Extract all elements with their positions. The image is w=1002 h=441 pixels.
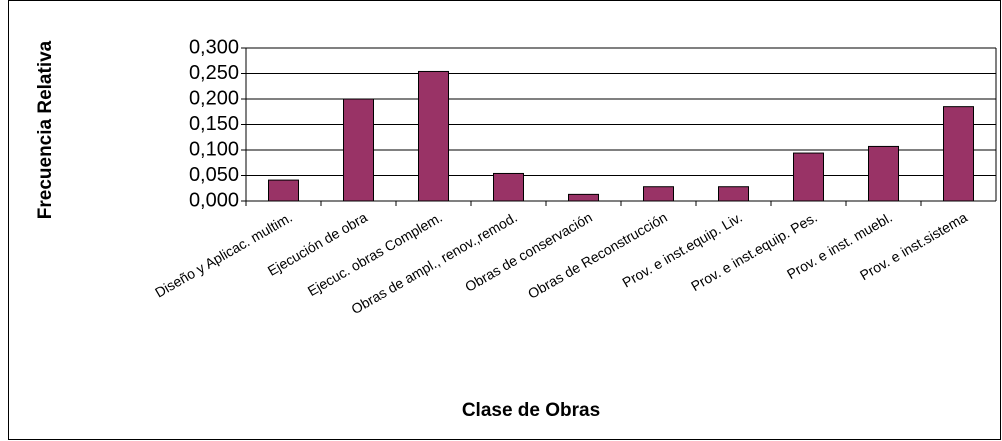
y-tick-label: 0,100 (189, 138, 239, 160)
bar (418, 70, 449, 202)
y-axis-title: Frecuencia Relativa (35, 40, 56, 219)
bar (568, 193, 599, 202)
x-axis-title: Clase de Obras (462, 400, 600, 421)
y-tick-label: 0,200 (189, 87, 239, 109)
y-tick-label: 0,250 (189, 62, 239, 84)
bar (868, 145, 899, 202)
bar (718, 186, 749, 202)
y-tick-label: 0,000 (189, 189, 239, 211)
bar (643, 186, 674, 202)
bar (793, 152, 824, 202)
bar (493, 172, 524, 202)
bar (268, 179, 299, 202)
y-tick-label: 0,150 (189, 113, 239, 135)
bar (943, 106, 974, 202)
bar (343, 98, 374, 202)
y-tick-label: 0,050 (189, 164, 239, 186)
y-tick-label: 0,300 (189, 36, 239, 58)
